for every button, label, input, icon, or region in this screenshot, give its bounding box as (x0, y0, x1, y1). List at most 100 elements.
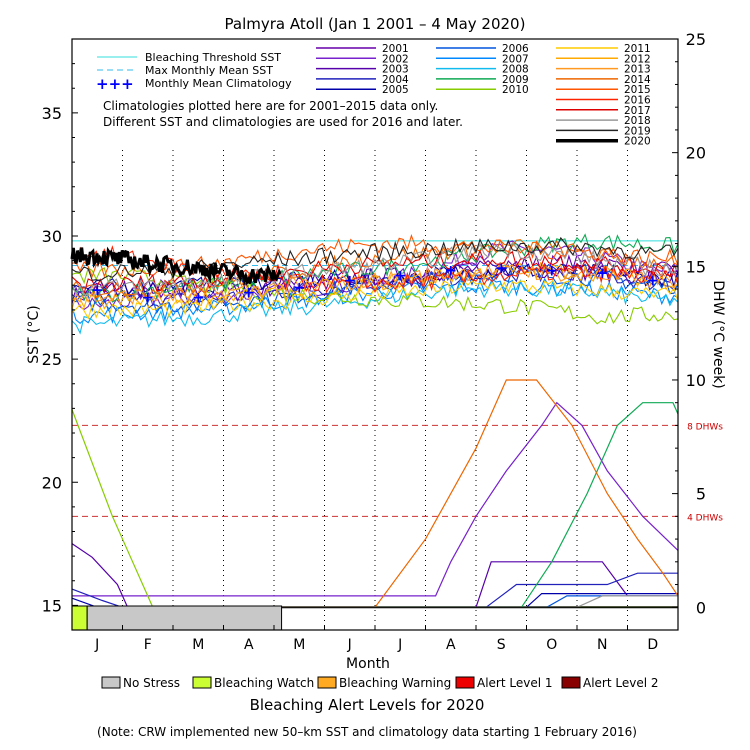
y-tick-label-dhw: 10 (686, 371, 706, 390)
y-tick-label-dhw: 25 (686, 30, 706, 49)
alert-level-swatch (101, 676, 121, 689)
alert-level-swatch (561, 676, 581, 689)
legend-year-label: 2004 (382, 74, 409, 86)
x-tick-label: F (144, 637, 152, 653)
legend-year-label: 2015 (624, 84, 651, 96)
y-axis-label-sst: SST (°C) (26, 305, 42, 363)
y-axis-label-dhw: DHW (°C week) (710, 280, 726, 389)
legend-year-label: 2005 (382, 84, 409, 96)
sst-line-2018 (71, 241, 679, 296)
dhw-line-2009 (72, 402, 679, 608)
sst-line-2020 (70, 246, 282, 287)
x-tick-label: M (293, 637, 305, 653)
y-tick-label-dhw: 5 (696, 485, 706, 504)
y-tick-label-sst: 15 (42, 596, 62, 615)
climatology-marker: + (596, 264, 609, 282)
y-tick-label-sst: 35 (42, 104, 62, 123)
climatology-marker: + (192, 289, 205, 307)
sst-line-2016 (71, 245, 679, 294)
climatology-marker: + (495, 259, 508, 277)
sst-line-2011 (71, 279, 679, 320)
climatology-note: Different SST and climatologies are used… (103, 115, 463, 129)
alert-level-label: Alert Level 2 (583, 676, 659, 690)
x-tick-label: O (546, 637, 557, 653)
x-tick-label: S (497, 637, 506, 653)
x-tick-label: J (94, 637, 99, 653)
alert-level-swatch (317, 676, 337, 689)
legend-mmm-label: Max Monthly Mean SST (145, 64, 273, 77)
legend-year-label: 2017 (624, 105, 651, 117)
alert-legend-title: Bleaching Alert Levels for 2020 (250, 696, 485, 714)
sst-line-2013 (71, 262, 679, 306)
dhw-line-2002 (72, 401, 679, 597)
legend-year-label: 2020 (624, 136, 651, 148)
dhw-line-2010 (71, 409, 678, 608)
y-tick-label-dhw: 20 (686, 144, 706, 163)
legend-year-label: 2001 (382, 43, 409, 55)
alert-level-swatch (192, 676, 212, 689)
dhw-line-2003 (71, 543, 678, 608)
climatology-marker: + (444, 261, 457, 279)
climatology-marker: + (242, 284, 255, 302)
x-tick-label: A (446, 637, 456, 653)
chart-title: Palmyra Atoll (Jan 1 2001 – 4 May 2020) (225, 15, 526, 33)
legend-threshold-label: Bleaching Threshold SST (145, 51, 281, 64)
alert-level-label: Bleaching Watch (214, 676, 314, 690)
dhw-reference-label: 4 DHWs (687, 513, 723, 523)
x-tick-label: M (192, 637, 204, 653)
climatology-marker: + (545, 261, 558, 279)
alert-bar-segment (86, 605, 283, 631)
legend-year-label: 2018 (624, 115, 651, 127)
climatology-marker: + (646, 271, 659, 289)
alert-level-swatch (455, 676, 475, 689)
legend-year-label: 2003 (382, 64, 409, 76)
sst-line-2019 (71, 236, 679, 282)
x-tick-label: J (347, 637, 352, 653)
x-axis-label: Month (346, 656, 390, 672)
legend-year-label: 2007 (502, 53, 529, 65)
y-tick-label-dhw: 0 (696, 598, 706, 617)
legend-climatology-swatch: +++ (96, 75, 134, 93)
sst-line-2008 (71, 279, 679, 335)
sst-line-2007 (71, 277, 679, 325)
legend-year-label: 2010 (502, 84, 529, 96)
dhw-line-2014 (72, 379, 679, 608)
x-tick-label: N (597, 637, 607, 653)
legend-year-label: 2006 (502, 43, 529, 55)
climatology-note: Climatologies plotted here are for 2001–… (103, 99, 438, 113)
footnote: (Note: CRW implemented new 50–km SST and… (97, 725, 637, 739)
alert-level-label: Alert Level 1 (477, 676, 553, 690)
legend-year-label: 2014 (624, 74, 651, 86)
legend-year-label: 2011 (624, 43, 651, 55)
legend-year-label: 2019 (624, 125, 651, 137)
climatology-marker: + (91, 281, 104, 299)
y-tick-label-dhw: 15 (686, 257, 706, 276)
sst-line-2003 (71, 259, 679, 299)
alert-level-label: No Stress (123, 676, 180, 690)
alert-bar-segment (71, 605, 88, 631)
climatology-marker: + (394, 266, 407, 284)
legend-year-label: 2009 (502, 74, 529, 86)
x-tick-label: D (647, 637, 658, 653)
climatology-marker: + (141, 289, 154, 307)
legend-year-label: 2016 (624, 95, 651, 107)
x-tick-label: A (244, 637, 254, 653)
y-tick-label-sst: 20 (42, 473, 62, 492)
alert-level-label: Bleaching Warning (339, 676, 451, 690)
y-tick-label-sst: 25 (42, 350, 62, 369)
alert-legend: No Stress Bleaching Watch Bleaching Warnin… (101, 676, 659, 714)
climatology-marker: + (343, 271, 356, 289)
dhw-line-2004 (71, 572, 678, 608)
y-tick-label-sst: 30 (42, 227, 62, 246)
dhw-reference-label: 8 DHWs (687, 422, 723, 432)
climatology-marker: + (293, 279, 306, 297)
x-tick-label: J (397, 637, 402, 653)
legend-year-label: 2002 (382, 53, 409, 65)
legend-year-label: 2013 (624, 64, 651, 76)
legend-year-label: 2008 (502, 64, 529, 76)
legend-year-label: 2012 (624, 53, 651, 65)
legend-climatology-label: Monthly Mean Climatology (145, 77, 292, 90)
